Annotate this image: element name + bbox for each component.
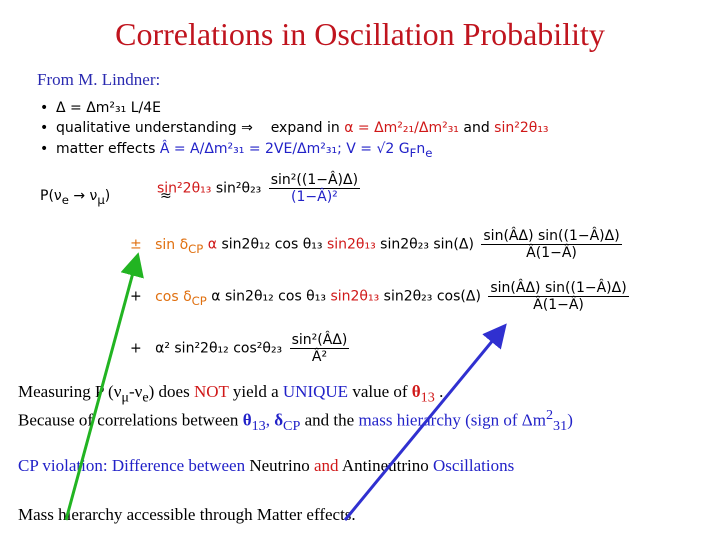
text: . — [434, 382, 444, 401]
text: n — [416, 141, 426, 157]
text: ≈ — [160, 188, 172, 204]
text: sin²2θ₁₂ cos²θ₂₃ — [174, 340, 283, 357]
text: ) does — [148, 382, 194, 401]
formula-row: sin²2θ₁₃ sin²θ₂₃ sin²((1−Â)Δ) (1−Â)² — [157, 172, 361, 205]
text: cos δ — [155, 288, 192, 305]
text: sin2θ₁₂ cos θ₁₃ — [221, 236, 323, 253]
arrow — [64, 252, 144, 521]
text: ± — [130, 236, 142, 253]
text: sin2θ₂₃ sin(Δ) — [380, 236, 474, 253]
text: ) — [567, 410, 573, 430]
text: Measuring P ( — [18, 382, 114, 401]
bullet: Δ = Δm²₃₁ L/4E — [40, 100, 161, 116]
bullet: matter effects Â = A/Δm²₃₁ = 2VE/Δm²₃₁; … — [40, 141, 433, 160]
text: sin²θ₂₃ — [215, 180, 262, 197]
paragraph: Mass hierarchy accessible through Matter… — [18, 505, 356, 525]
text: Mass hierarchy accessible through Matter… — [18, 505, 356, 524]
text: α² — [155, 340, 170, 357]
text: e — [425, 145, 433, 160]
text: 13 — [251, 418, 266, 435]
text: CP — [283, 418, 301, 435]
text: Because of correlations between — [18, 410, 243, 430]
text: Oscillations — [433, 456, 515, 475]
text: sin2θ₁₃ — [330, 288, 380, 305]
text: α = Δm²₂₁/Δm²₃₁ — [344, 120, 459, 136]
text: and — [314, 456, 339, 475]
text: e — [61, 192, 69, 207]
text: Antineutrino — [338, 456, 434, 475]
text: qualitative understanding ⇒ — [56, 120, 253, 136]
text: Â(1−Â) — [526, 245, 577, 261]
text: matter effects — [56, 141, 156, 157]
text: -ν — [128, 382, 143, 401]
text: Δ = Δm²₃₁ L/4E — [56, 100, 161, 116]
attribution: From M. Lindner: — [37, 70, 161, 89]
text: (1−Â)² — [291, 189, 338, 205]
text: Â² — [311, 349, 328, 365]
text: 13 — [420, 389, 435, 406]
text: 2 — [545, 407, 554, 423]
text: θ — [242, 410, 252, 430]
text: UNIQUE — [282, 382, 349, 401]
text: sin2θ₁₃ — [326, 236, 376, 253]
text: ν — [113, 382, 122, 401]
text: + — [130, 340, 142, 357]
text: μ — [121, 389, 129, 406]
text: α — [207, 236, 218, 253]
text: CP — [191, 293, 207, 308]
text: and the — [300, 410, 359, 430]
text: Â(1−Â) — [533, 297, 584, 313]
text: F — [409, 145, 417, 160]
text: sin δ — [155, 236, 189, 253]
text: yield a — [228, 382, 283, 401]
text: θ — [411, 382, 421, 401]
text: δ — [274, 410, 284, 430]
bullet: qualitative understanding ⇒ expand in α … — [40, 120, 549, 136]
text: and — [463, 120, 490, 136]
text: sin(ÂΔ) sin((1−Â)Δ) — [488, 280, 629, 297]
text: CP violation: Difference between — [18, 456, 246, 475]
text: CP — [188, 241, 204, 256]
text: α sin2θ₁₂ cos θ₁₃ — [211, 288, 326, 305]
paragraph: CP violation: Difference between Neutrin… — [18, 456, 514, 476]
text: sin²((1−Â)Δ) — [268, 172, 361, 189]
text: e — [142, 389, 149, 406]
paragraph: Because of correlations between θ13, δCP… — [18, 407, 573, 435]
text: sin²2θ₁₃ — [157, 180, 212, 197]
text: NOT — [193, 382, 229, 401]
text: mass hierarchy (sign of — [358, 410, 522, 430]
text: expand in — [270, 120, 340, 136]
text: sin²(ÂΔ) — [289, 332, 350, 349]
text: , — [265, 410, 275, 430]
text: Δm — [521, 410, 546, 430]
text: → ν — [68, 188, 98, 204]
text: sin2θ₂₃ cos(Δ) — [383, 288, 481, 305]
text: μ — [97, 192, 105, 207]
arrow — [343, 323, 507, 521]
text: 31 — [553, 418, 568, 435]
text: value of — [348, 382, 412, 401]
formula-lhs: P(νe → νμ) — [40, 188, 110, 207]
formula-row: + α² sin²2θ₁₂ cos²θ₂₃ sin²(ÂΔ) Â² — [130, 332, 350, 365]
approx: ≈ — [160, 188, 172, 204]
formula-row: + cos δCP α sin2θ₁₂ cos θ₁₃ sin2θ₁₃ sin2… — [130, 280, 629, 313]
text: Â = A/Δm²₃₁ = 2VE/Δm²₃₁; V = √2 G — [159, 141, 410, 157]
paragraph: Measuring P (νμ-νe) does NOT yield a UNI… — [18, 382, 443, 406]
text: + — [130, 288, 142, 305]
text: sin²2θ₁₃ — [494, 120, 549, 136]
text: P(ν — [40, 188, 62, 204]
formula-row: ± sin δCP α sin2θ₁₂ cos θ₁₃ sin2θ₁₃ sin2… — [130, 228, 622, 261]
slide-title: Correlations in Oscillation Probability — [115, 16, 605, 52]
text: Neutrino — [245, 456, 315, 475]
text: ) — [104, 188, 111, 204]
text: sin(ÂΔ) sin((1−Â)Δ) — [481, 228, 622, 245]
